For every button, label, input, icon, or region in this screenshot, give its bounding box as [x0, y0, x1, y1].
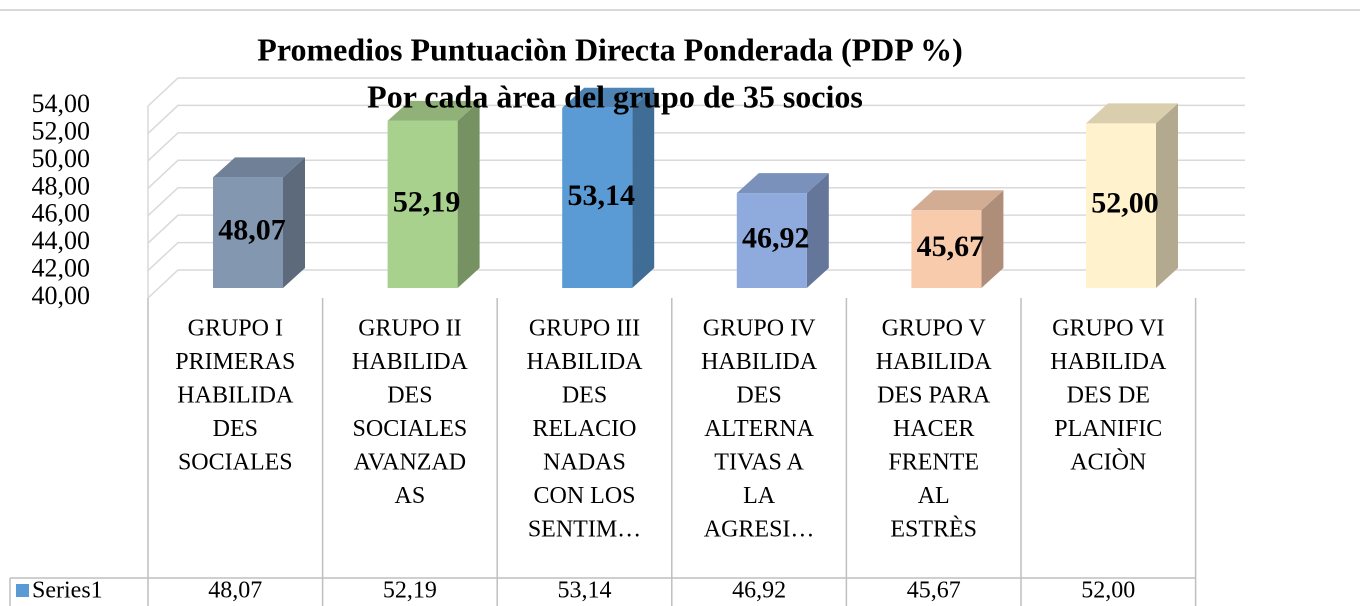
grid-line	[147, 104, 1245, 134]
value-label: 52,19	[393, 185, 461, 218]
x-tick-label: LA	[743, 483, 776, 509]
x-tick-label: DES	[387, 383, 432, 409]
x-tick-label: HACER	[893, 416, 974, 442]
x-tick-label: HABILIDA	[527, 349, 644, 375]
x-tick-label: AGRESI…	[704, 517, 815, 543]
x-tick-label: ACIÒN	[1070, 449, 1146, 476]
value-label: 53,14	[567, 179, 635, 212]
y-tick-label: 48,00	[32, 171, 91, 200]
table-cell: 46,92	[732, 578, 786, 604]
x-tick-label: RELACIO	[533, 416, 637, 442]
bar-top	[1086, 103, 1178, 124]
bar-top	[736, 173, 829, 194]
x-tick-label: SENTIM…	[528, 517, 641, 543]
x-tick-label: DES	[213, 416, 258, 442]
bar	[562, 107, 633, 289]
bar-group	[213, 157, 305, 288]
x-tick-label: SOCIALES	[178, 450, 293, 476]
legend-key	[16, 584, 29, 597]
x-tick-label: GRUPO II	[358, 316, 461, 342]
table-cell: 52,19	[383, 578, 437, 604]
y-tick-label: 54,00	[32, 89, 91, 118]
bar-top	[911, 190, 1004, 211]
x-tick-label: AL	[918, 483, 950, 509]
value-label: 52,00	[1091, 187, 1159, 220]
bar-top	[562, 87, 655, 108]
y-tick-label: 44,00	[32, 226, 91, 255]
x-tick-label: NADAS	[543, 450, 626, 476]
bar-group	[736, 173, 829, 288]
x-tick-label: FRENTE	[888, 450, 979, 476]
x-tick-label: DES	[562, 383, 607, 409]
x-tick-label: CON LOS	[533, 483, 635, 509]
x-tick-label: GRUPO VI	[1052, 316, 1164, 342]
legend-label: Series1	[32, 578, 103, 604]
x-tick-label: HABILIDA	[1050, 349, 1167, 375]
table-cell: 45,67	[907, 578, 961, 604]
x-tick-label: HABILIDA	[701, 349, 818, 375]
x-tick-label: HABILIDA	[177, 383, 294, 409]
value-label: 45,67	[917, 230, 985, 263]
x-tick-label: DES PARA	[877, 383, 991, 409]
x-tick-label: AVANZAD	[354, 450, 466, 476]
y-tick-label: 52,00	[32, 116, 91, 145]
x-tick-label: AS	[395, 483, 426, 509]
x-tick-label: ESTRÈS	[890, 517, 977, 543]
x-tick-label: DES	[736, 383, 781, 409]
bar-side	[981, 190, 1004, 288]
bar-side	[283, 157, 305, 288]
grid-line	[147, 214, 1245, 244]
grid-line	[147, 159, 1245, 189]
x-tick-label: SOCIALES	[353, 416, 468, 442]
bar-group	[387, 100, 480, 288]
x-tick-label: PLANIFIC	[1054, 416, 1162, 442]
y-tick-label: 42,00	[32, 254, 91, 283]
value-label: 48,07	[218, 214, 286, 247]
bar	[736, 193, 807, 288]
x-tick-label: GRUPO I	[188, 316, 283, 342]
x-tick-label: ALTERNA	[704, 416, 814, 442]
bar	[213, 177, 283, 288]
value-label: 46,92	[742, 221, 810, 254]
y-tick-label: 50,00	[32, 144, 91, 173]
grid-line	[147, 186, 1245, 217]
table-cell: 48,07	[208, 578, 262, 604]
bar	[911, 210, 982, 288]
bar-side	[632, 87, 655, 289]
grid-line	[147, 241, 1245, 272]
bar-side	[1156, 103, 1178, 288]
x-tick-label: HABILIDA	[352, 349, 469, 375]
x-tick-label: TIVAS A	[714, 450, 804, 476]
y-tick-label: 40,00	[32, 281, 91, 310]
x-tick-label: DES DE	[1067, 383, 1150, 409]
bar	[1086, 123, 1156, 288]
bar-top	[213, 157, 305, 178]
grid-line	[147, 269, 1245, 299]
bar-side	[806, 173, 829, 288]
x-tick-label: GRUPO III	[529, 316, 640, 342]
y-tick-label: 46,00	[32, 199, 91, 228]
bar-top	[387, 100, 480, 121]
chart-title: Por cada àrea del grupo de 35 socios	[367, 78, 863, 114]
bar-group	[1086, 103, 1178, 288]
bar-side	[457, 100, 480, 288]
x-tick-label: PRIMERAS	[175, 349, 295, 375]
bar-group	[562, 87, 655, 289]
x-tick-label: GRUPO V	[882, 316, 987, 342]
x-tick-label: GRUPO IV	[703, 316, 816, 342]
grid-line	[147, 132, 1245, 162]
chart-title: Promedios Puntuaciòn Directa Ponderada (…	[257, 31, 962, 67]
bar-group	[911, 190, 1004, 288]
table-cell: 53,14	[558, 578, 612, 604]
grid-line	[147, 77, 1245, 107]
bar	[387, 120, 458, 288]
x-tick-label: HABILIDA	[876, 349, 993, 375]
table-cell: 52,00	[1081, 578, 1135, 604]
